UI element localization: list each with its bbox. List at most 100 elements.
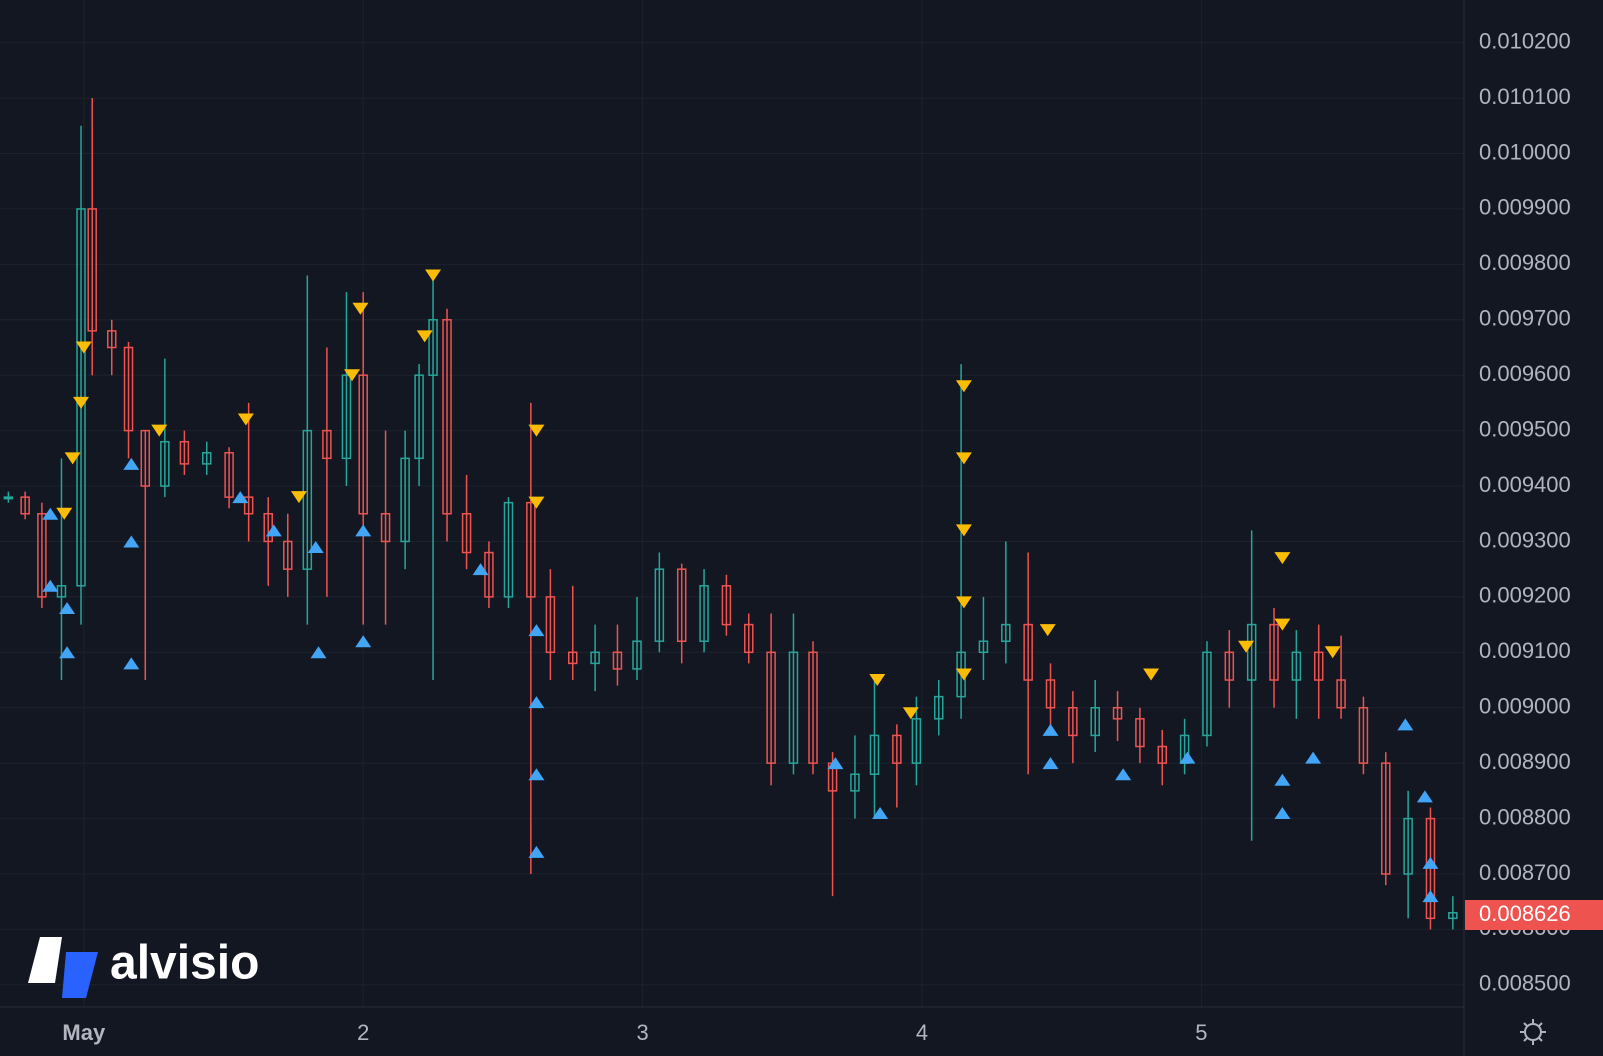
y-tick-label: 0.009500 [1479, 416, 1571, 441]
candle-body [978, 640, 989, 654]
candle-body [461, 513, 472, 554]
buy-signal [1274, 807, 1291, 820]
candle-body [224, 452, 234, 498]
sell-signal [1238, 640, 1255, 653]
y-tick-label: 0.010100 [1479, 84, 1571, 109]
sell-signal [64, 452, 81, 465]
y-tick-label: 0.008900 [1479, 749, 1571, 774]
candle-body [140, 429, 151, 487]
x-tick-label: 2 [357, 1020, 369, 1045]
buy-signal [472, 563, 489, 576]
candle-body [808, 651, 818, 764]
y-tick-label: 0.009200 [1479, 583, 1571, 608]
candle-body [1090, 706, 1100, 737]
sell-signal [1143, 668, 1160, 681]
candle-body [37, 513, 47, 598]
candle-body [107, 330, 117, 349]
x-tick-label: 4 [916, 1020, 928, 1045]
gear-ring[interactable] [1524, 1023, 1542, 1041]
buy-signal [42, 579, 59, 592]
candle-body [3, 496, 14, 500]
buy-signal [355, 635, 372, 648]
sell-signal [955, 452, 972, 465]
sell-signal [1039, 624, 1056, 637]
logo-mark [62, 952, 98, 998]
sell-signal [237, 413, 254, 426]
y-tick-label: 0.010200 [1479, 28, 1571, 53]
candle-body [1358, 706, 1369, 764]
x-tick-label: 5 [1195, 1020, 1207, 1045]
candle-body [526, 501, 536, 598]
buy-signal [1422, 856, 1439, 869]
sell-signal [344, 369, 361, 382]
candle-body [1157, 745, 1168, 764]
buy-signal [528, 624, 545, 637]
candle-body [567, 651, 578, 665]
x-tick-label: May [62, 1020, 106, 1045]
candle-body [788, 651, 799, 764]
y-tick-label: 0.009600 [1479, 361, 1571, 386]
sell-signal [869, 674, 886, 687]
sell-signal [955, 668, 972, 681]
buy-signal [355, 524, 372, 537]
sell-signal [1324, 646, 1341, 659]
candle-body [1246, 623, 1257, 681]
candle-body [850, 773, 860, 792]
settings-icon[interactable] [1520, 1019, 1546, 1045]
buy-signal [528, 696, 545, 709]
candle-body [1023, 623, 1033, 681]
buy-signal [59, 601, 76, 614]
candle-body [911, 718, 922, 764]
watermark: alvisio [110, 937, 259, 990]
buy-signal [528, 845, 545, 858]
candle-body [341, 374, 352, 460]
candle-body [358, 374, 368, 515]
buy-signal [59, 646, 76, 659]
candle-body [322, 429, 332, 460]
x-tick-label: 3 [636, 1020, 648, 1045]
y-tick-label: 0.009300 [1479, 527, 1571, 552]
candle-body [1112, 706, 1123, 720]
plot [3, 98, 1458, 930]
y-tick-label: 0.008500 [1479, 971, 1571, 996]
candle-body [869, 734, 880, 775]
candle-body [302, 429, 313, 570]
buy-signal [1397, 718, 1414, 731]
candle-body [1045, 679, 1056, 709]
buy-signal [1422, 890, 1439, 903]
buy-signal [232, 491, 249, 504]
sell-signal [56, 507, 73, 520]
sell-signal [75, 341, 92, 354]
sell-signal [902, 707, 919, 720]
y-tick-label: 0.008800 [1479, 804, 1571, 829]
sell-signal [1274, 552, 1291, 565]
candle-body [1448, 912, 1458, 920]
buy-signal [123, 535, 140, 548]
sell-signal [955, 380, 972, 393]
candle-body [744, 623, 754, 654]
sell-signal [290, 491, 307, 504]
logo: alvisio [28, 937, 259, 998]
gear-teeth[interactable] [1520, 1019, 1546, 1045]
buy-signal [1179, 751, 1196, 764]
candle-body [123, 346, 134, 432]
buy-signal [123, 457, 140, 470]
candle-body [1224, 651, 1235, 681]
candle-body [1381, 762, 1391, 875]
buy-signal [1274, 773, 1291, 786]
candle-body [892, 734, 902, 764]
candle-body [654, 568, 665, 642]
candle-body [1269, 623, 1279, 681]
candle-body [503, 501, 514, 598]
buy-signal [1042, 757, 1059, 770]
candle-body [428, 319, 438, 376]
candle-body [612, 651, 623, 670]
buy-signal [123, 657, 140, 670]
logo-mark [28, 937, 62, 983]
y-tick-label: 0.009900 [1479, 195, 1571, 220]
candle-body [1202, 651, 1212, 737]
sell-signal [528, 496, 545, 509]
